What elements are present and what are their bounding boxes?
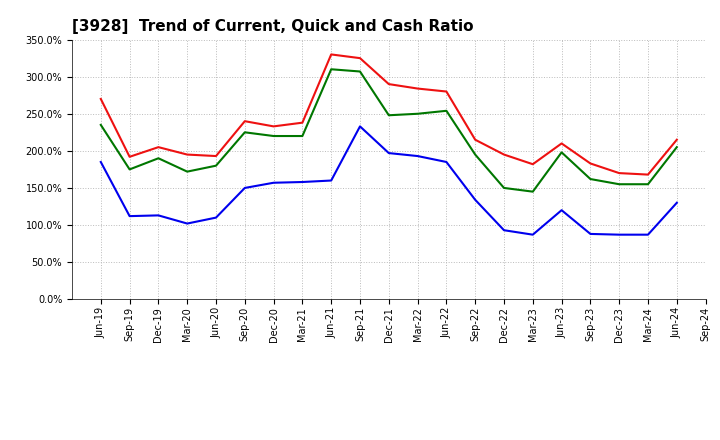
Cash Ratio (356, 124, 364, 129)
Cash Ratio (327, 178, 336, 183)
Current Ratio (471, 137, 480, 143)
Cash Ratio (644, 232, 652, 237)
Current Ratio (557, 141, 566, 146)
Current Ratio (327, 52, 336, 57)
Current Ratio (154, 144, 163, 150)
Line: Cash Ratio: Cash Ratio (101, 126, 677, 235)
Current Ratio (298, 120, 307, 125)
Current Ratio (586, 161, 595, 166)
Current Ratio (384, 81, 393, 87)
Cash Ratio (442, 159, 451, 165)
Quick Ratio (471, 152, 480, 157)
Text: [3928]  Trend of Current, Quick and Cash Ratio: [3928] Trend of Current, Quick and Cash … (72, 19, 474, 34)
Quick Ratio (125, 167, 134, 172)
Cash Ratio (500, 227, 508, 233)
Current Ratio (96, 96, 105, 102)
Quick Ratio (240, 130, 249, 135)
Quick Ratio (442, 108, 451, 114)
Current Ratio (125, 154, 134, 159)
Quick Ratio (644, 182, 652, 187)
Quick Ratio (327, 66, 336, 72)
Current Ratio (413, 86, 422, 91)
Quick Ratio (557, 150, 566, 155)
Cash Ratio (240, 185, 249, 191)
Current Ratio (442, 89, 451, 94)
Quick Ratio (672, 144, 681, 150)
Cash Ratio (96, 159, 105, 165)
Quick Ratio (500, 185, 508, 191)
Cash Ratio (154, 213, 163, 218)
Cash Ratio (384, 150, 393, 156)
Cash Ratio (586, 231, 595, 237)
Quick Ratio (183, 169, 192, 174)
Current Ratio (500, 152, 508, 157)
Current Ratio (183, 152, 192, 157)
Cash Ratio (672, 200, 681, 205)
Current Ratio (269, 124, 278, 129)
Current Ratio (212, 154, 220, 159)
Quick Ratio (413, 111, 422, 117)
Cash Ratio (557, 208, 566, 213)
Cash Ratio (528, 232, 537, 237)
Cash Ratio (615, 232, 624, 237)
Quick Ratio (269, 133, 278, 139)
Quick Ratio (528, 189, 537, 194)
Quick Ratio (615, 182, 624, 187)
Cash Ratio (212, 215, 220, 220)
Cash Ratio (183, 221, 192, 226)
Current Ratio (672, 137, 681, 143)
Cash Ratio (125, 213, 134, 219)
Quick Ratio (154, 156, 163, 161)
Current Ratio (528, 161, 537, 167)
Quick Ratio (96, 122, 105, 128)
Quick Ratio (212, 163, 220, 169)
Quick Ratio (298, 133, 307, 139)
Current Ratio (356, 55, 364, 61)
Cash Ratio (471, 197, 480, 202)
Cash Ratio (298, 180, 307, 185)
Current Ratio (615, 170, 624, 176)
Quick Ratio (586, 176, 595, 182)
Line: Current Ratio: Current Ratio (101, 55, 677, 175)
Cash Ratio (413, 154, 422, 159)
Quick Ratio (384, 113, 393, 118)
Current Ratio (240, 118, 249, 124)
Current Ratio (644, 172, 652, 177)
Line: Quick Ratio: Quick Ratio (101, 69, 677, 192)
Cash Ratio (269, 180, 278, 185)
Quick Ratio (356, 69, 364, 74)
